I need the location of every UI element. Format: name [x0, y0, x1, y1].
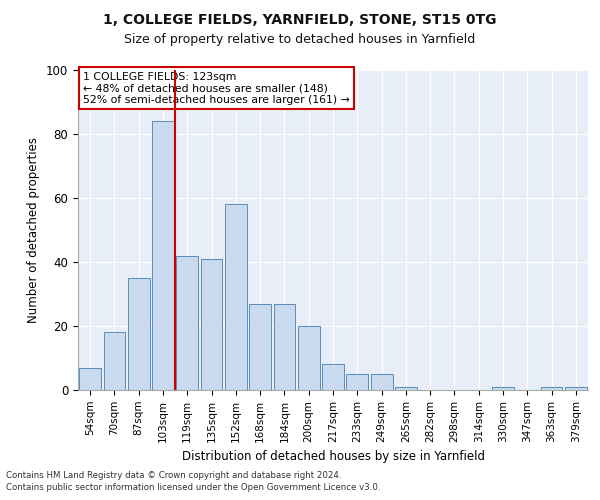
Bar [492, 387, 514, 390]
Text: Contains HM Land Registry data © Crown copyright and database right 2024.: Contains HM Land Registry data © Crown c… [6, 470, 341, 480]
Bar [152, 121, 174, 390]
Bar [541, 387, 562, 390]
Y-axis label: Number of detached properties: Number of detached properties [28, 137, 40, 323]
Text: Size of property relative to detached houses in Yarnfield: Size of property relative to detached ho… [124, 32, 476, 46]
Text: 1, COLLEGE FIELDS, YARNFIELD, STONE, ST15 0TG: 1, COLLEGE FIELDS, YARNFIELD, STONE, ST1… [103, 12, 497, 26]
Bar [225, 204, 247, 390]
Bar [346, 374, 368, 390]
Bar [176, 256, 198, 390]
Bar [371, 374, 392, 390]
Text: Contains public sector information licensed under the Open Government Licence v3: Contains public sector information licen… [6, 483, 380, 492]
Bar [565, 387, 587, 390]
Bar [274, 304, 295, 390]
X-axis label: Distribution of detached houses by size in Yarnfield: Distribution of detached houses by size … [182, 450, 485, 463]
Bar [322, 364, 344, 390]
Bar [104, 332, 125, 390]
Bar [128, 278, 149, 390]
Bar [249, 304, 271, 390]
Bar [298, 326, 320, 390]
Text: 1 COLLEGE FIELDS: 123sqm
← 48% of detached houses are smaller (148)
52% of semi-: 1 COLLEGE FIELDS: 123sqm ← 48% of detach… [83, 72, 350, 105]
Bar [79, 368, 101, 390]
Bar [200, 259, 223, 390]
Bar [395, 387, 417, 390]
